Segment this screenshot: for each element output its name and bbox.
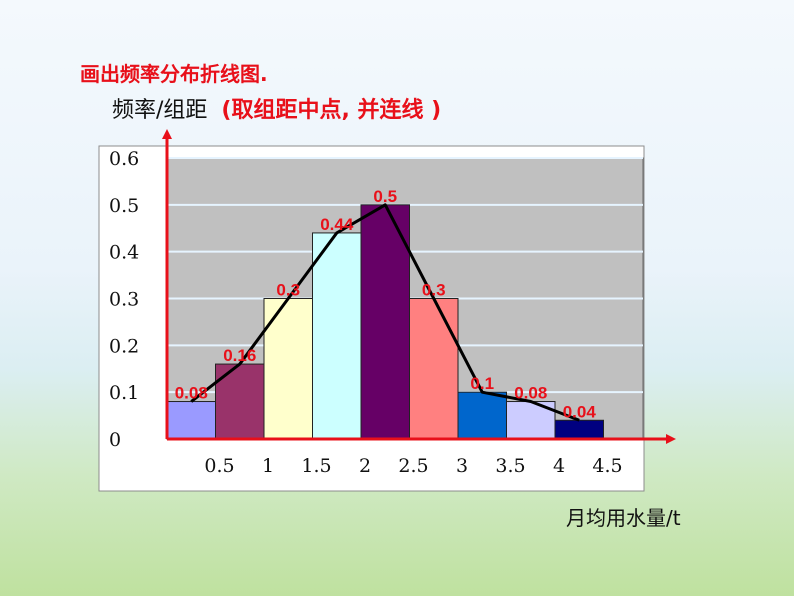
data-label-7: 0.08 bbox=[514, 384, 547, 403]
data-label-4: 0.5 bbox=[373, 187, 397, 206]
data-labels-group: 0.08 0.16 0.3 0.44 0.5 0.3 0.1 0.08 0.04 bbox=[175, 187, 597, 421]
y-tick-5: 0.5 bbox=[109, 195, 139, 217]
bar-4 bbox=[360, 204, 410, 440]
x-tick-6: 3.5 bbox=[495, 455, 525, 477]
y-tick-1: 0.1 bbox=[109, 382, 139, 404]
x-tick-7: 4 bbox=[553, 455, 565, 477]
y-axis-note: (取组距中点, 并连线 ) bbox=[221, 98, 442, 123]
x-tick-8: 4.5 bbox=[592, 455, 622, 477]
bars-group bbox=[166, 204, 604, 440]
data-label-2: 0.3 bbox=[276, 281, 300, 300]
x-axis-label: 月均用水量/t bbox=[566, 506, 681, 530]
page-title: 画出频率分布折线图. bbox=[80, 62, 268, 86]
x-tick-4: 2.5 bbox=[398, 455, 428, 477]
x-tick-0: 0.5 bbox=[204, 455, 234, 477]
data-label-5: 0.3 bbox=[422, 281, 446, 300]
y-tick-4: 0.4 bbox=[109, 242, 139, 264]
data-label-8: 0.04 bbox=[563, 402, 597, 421]
bar-0 bbox=[166, 401, 216, 440]
x-tick-3: 2 bbox=[359, 455, 371, 477]
y-ticks-group: 0 0.1 0.2 0.3 0.4 0.5 0.6 bbox=[109, 148, 139, 451]
y-tick-2: 0.2 bbox=[109, 335, 139, 357]
data-label-3: 0.44 bbox=[320, 215, 354, 234]
frequency-polyline bbox=[190, 203, 580, 422]
y-tick-3: 0.3 bbox=[109, 289, 139, 311]
x-tick-1: 1 bbox=[262, 455, 274, 477]
polyline-group bbox=[190, 203, 580, 422]
x-tick-5: 3 bbox=[456, 455, 468, 477]
bar-8 bbox=[554, 419, 604, 440]
y-axis-label-text: 频率/组距 bbox=[112, 98, 208, 123]
bar-5 bbox=[409, 298, 459, 440]
y-axis-label: 频率/组距 (取组距中点, 并连线 ) bbox=[112, 92, 441, 124]
bar-3 bbox=[312, 232, 362, 440]
data-label-6: 0.1 bbox=[470, 374, 494, 393]
y-tick-0: 0 bbox=[109, 429, 121, 451]
x-ticks-group: 0.5 1 1.5 2 2.5 3 3.5 4 4.5 bbox=[204, 455, 622, 477]
y-tick-6: 0.6 bbox=[109, 148, 139, 170]
bar-6 bbox=[457, 391, 507, 440]
data-label-1: 0.16 bbox=[223, 346, 256, 365]
data-label-0: 0.08 bbox=[175, 384, 208, 403]
x-tick-2: 1.5 bbox=[301, 455, 331, 477]
